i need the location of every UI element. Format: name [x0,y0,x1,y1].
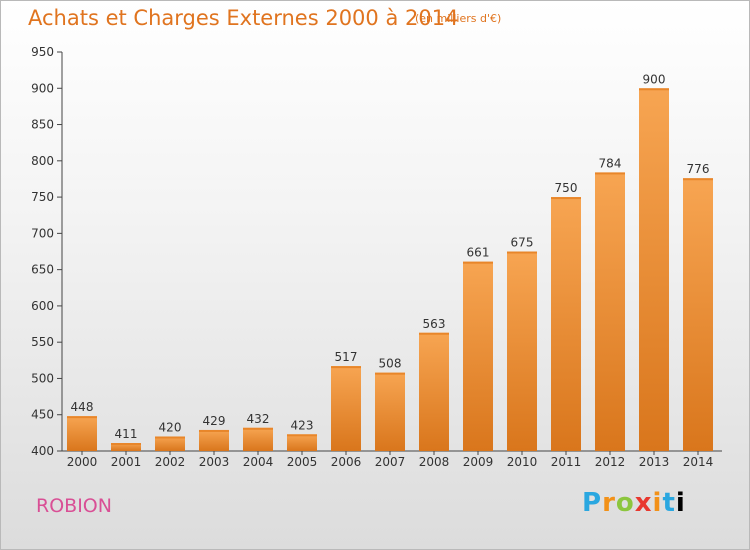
y-tick-label: 550 [31,335,54,349]
data-label: 750 [555,181,578,195]
y-tick-label: 950 [31,45,54,59]
x-tick-label: 2009 [463,455,494,469]
bar-2001 [111,443,141,451]
bar-cap [199,429,229,432]
data-labels: 448 411 420 429 432 423 517 508 563 661 675 750 784 9… [71,72,710,441]
x-tick-label: 2005 [287,455,318,469]
bar-2011 [551,197,581,451]
x-tick-label: 2002 [155,455,186,469]
bars [67,88,713,451]
bar-2012 [595,172,625,451]
bar-cap [595,172,625,175]
y-tick-label: 800 [31,154,54,168]
y-tick-label: 600 [31,299,54,313]
bar-cap [639,88,669,91]
x-tick-label: 2014 [683,455,714,469]
bar-2007 [375,372,405,451]
bar-2004 [243,427,273,451]
data-label: 517 [335,350,358,364]
commune-name: ROBION [36,495,112,517]
y-tick-label: 900 [31,81,54,95]
bar-2010 [507,251,537,451]
bar-2014 [683,178,713,451]
bar-2002 [155,436,185,451]
x-tick-label: 2006 [331,455,362,469]
x-tick-label: 2001 [111,455,142,469]
y-tick-label: 450 [31,408,54,422]
bar-2009 [463,261,493,451]
bar-2008 [419,332,449,451]
data-label: 563 [423,317,446,331]
bar-cap [683,178,713,181]
proxiti-logo: Proxiti [582,488,686,518]
data-label: 900 [643,72,666,86]
x-tick-label: 2007 [375,455,406,469]
bar-cap [287,434,317,437]
bar-cap [111,443,141,446]
x-tick-label: 2004 [243,455,274,469]
x-tick-label: 2008 [419,455,450,469]
data-label: 675 [511,236,534,250]
bar-cap [551,197,581,200]
data-label: 432 [247,412,270,426]
x-tick-label: 2012 [595,455,626,469]
bar-2005 [287,434,317,451]
x-tick-label: 2011 [551,455,582,469]
data-label: 661 [467,246,490,260]
x-tick-label: 2003 [199,455,230,469]
bar-cap [463,261,493,264]
data-label: 784 [599,156,622,170]
bar-cap [375,372,405,375]
unit-note: (en milliers d'€) [415,12,502,25]
bar-cap [331,366,361,369]
data-label: 776 [687,162,710,176]
data-label: 508 [379,357,402,371]
bar-cap [67,416,97,419]
bar-cap [243,427,273,430]
bar-2000 [67,416,97,451]
x-tick-label: 2000 [67,455,98,469]
bar-2013 [639,88,669,451]
bar-2003 [199,429,229,451]
bar-cap [419,332,449,335]
y-tick-label: 700 [31,226,54,240]
y-tick-label: 650 [31,263,54,277]
data-label: 423 [291,418,314,432]
y-tick-label: 400 [31,444,54,458]
y-tick-label: 750 [31,190,54,204]
y-tick-label: 850 [31,118,54,132]
bar-cap [155,436,185,439]
x-tick-label: 2013 [639,455,670,469]
chart-title: Achats et Charges Externes 2000 à 2014 [28,6,459,30]
bar-2006 [331,366,361,451]
data-label: 429 [203,414,226,428]
x-tick-label: 2010 [507,455,538,469]
data-label: 420 [159,420,182,434]
data-label: 411 [115,427,138,441]
y-tick-label: 500 [31,371,54,385]
bar-cap [507,251,537,254]
data-label: 448 [71,400,94,414]
